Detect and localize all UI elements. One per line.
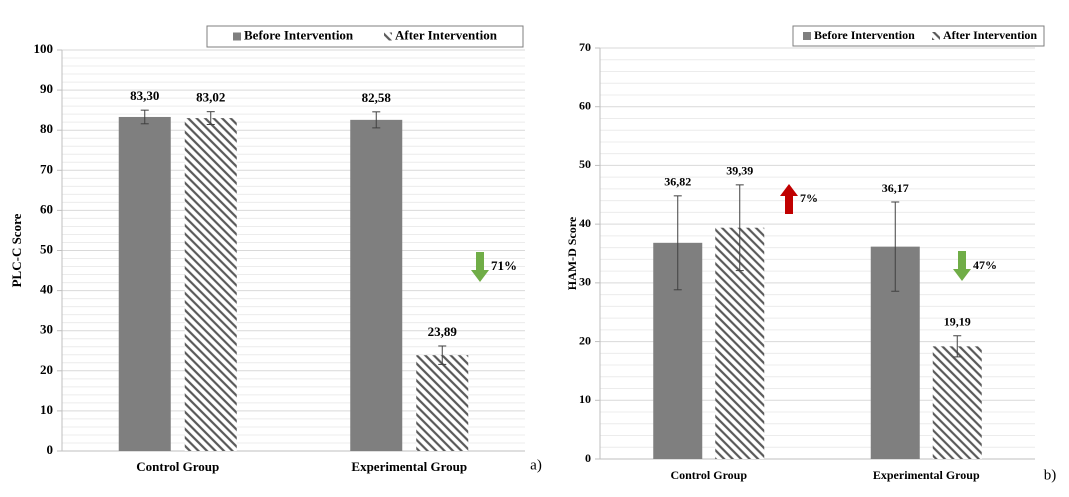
value-label: 83,30 (130, 88, 159, 103)
y-tick-label: 70 (40, 161, 53, 176)
error-bar (438, 345, 447, 365)
y-tick-label: 20 (579, 333, 591, 347)
y-tick-label: 10 (40, 402, 53, 417)
x-tick-label: Control Group (670, 468, 747, 482)
value-label: 19,19 (944, 315, 971, 329)
legend-label: After Intervention (943, 28, 1037, 42)
bar (118, 116, 171, 451)
chart: 0 10 20 30 40 50 60 70 HAM-D Score Control Group 3… (565, 25, 1057, 483)
annotation-text: 71% (491, 258, 517, 273)
error-bar (953, 335, 962, 358)
y-axis-label: PLC-C Score (9, 213, 24, 287)
y-tick-label: 50 (579, 157, 591, 171)
bar (932, 346, 982, 459)
value-label: 82,58 (362, 90, 392, 105)
error-bar (206, 111, 215, 126)
value-label: 83,02 (196, 90, 225, 105)
legend-label: After Intervention (395, 27, 498, 42)
y-tick-label: 100 (34, 41, 54, 56)
x-tick-label: Experimental Group (873, 468, 980, 482)
y-axis-label: HAM-D Score (565, 216, 579, 290)
error-bar (891, 201, 900, 292)
legend-swatch (932, 32, 940, 40)
x-tick-label: Control Group (136, 459, 219, 474)
error-bar (140, 109, 149, 125)
value-label: 23,89 (428, 324, 458, 339)
bar (184, 118, 237, 452)
legend-swatch (384, 32, 392, 41)
annotation-text: 7% (800, 191, 818, 205)
panel-label: b) (1044, 467, 1057, 483)
y-tick-label: 70 (579, 40, 591, 54)
y-tick-label: 30 (40, 322, 53, 337)
y-tick-label: 10 (579, 392, 591, 406)
value-label: 39,39 (726, 164, 753, 178)
y-tick-label: 80 (40, 121, 53, 136)
y-tick-label: 90 (40, 81, 53, 96)
y-tick-label: 40 (40, 282, 53, 297)
y-tick-label: 60 (40, 201, 53, 216)
legend-box (792, 25, 1045, 47)
y-tick-label: 40 (579, 216, 591, 230)
annotation-arrow (780, 184, 798, 214)
legend-swatch (233, 32, 241, 41)
bar (416, 355, 469, 451)
y-tick-label: 30 (579, 275, 591, 289)
annotation-arrow (953, 251, 971, 281)
y-tick-label: 20 (40, 362, 53, 377)
x-tick-label: Experimental Group (351, 459, 467, 474)
annotation-arrow (471, 252, 489, 282)
y-tick-label: 60 (579, 98, 591, 112)
legend-label: Before Intervention (244, 27, 354, 42)
y-tick-label: 50 (40, 241, 53, 256)
legend-swatch (803, 32, 811, 40)
y-tick-label: 0 (47, 442, 54, 457)
bar (350, 119, 403, 452)
error-bar (673, 195, 682, 291)
error-bar (372, 111, 381, 129)
error-bar (735, 184, 744, 272)
annotation-text: 47% (973, 258, 997, 272)
panel-label: a) (530, 457, 542, 473)
value-label: 36,17 (882, 181, 909, 195)
value-label: 36,82 (664, 175, 691, 189)
chart: 0 10 20 30 40 50 60 70 80 90 100 PLC-C Score Control… (9, 25, 542, 474)
y-tick-label: 0 (585, 451, 591, 465)
legend-label: Before Intervention (814, 28, 915, 42)
legend-box (206, 25, 524, 48)
